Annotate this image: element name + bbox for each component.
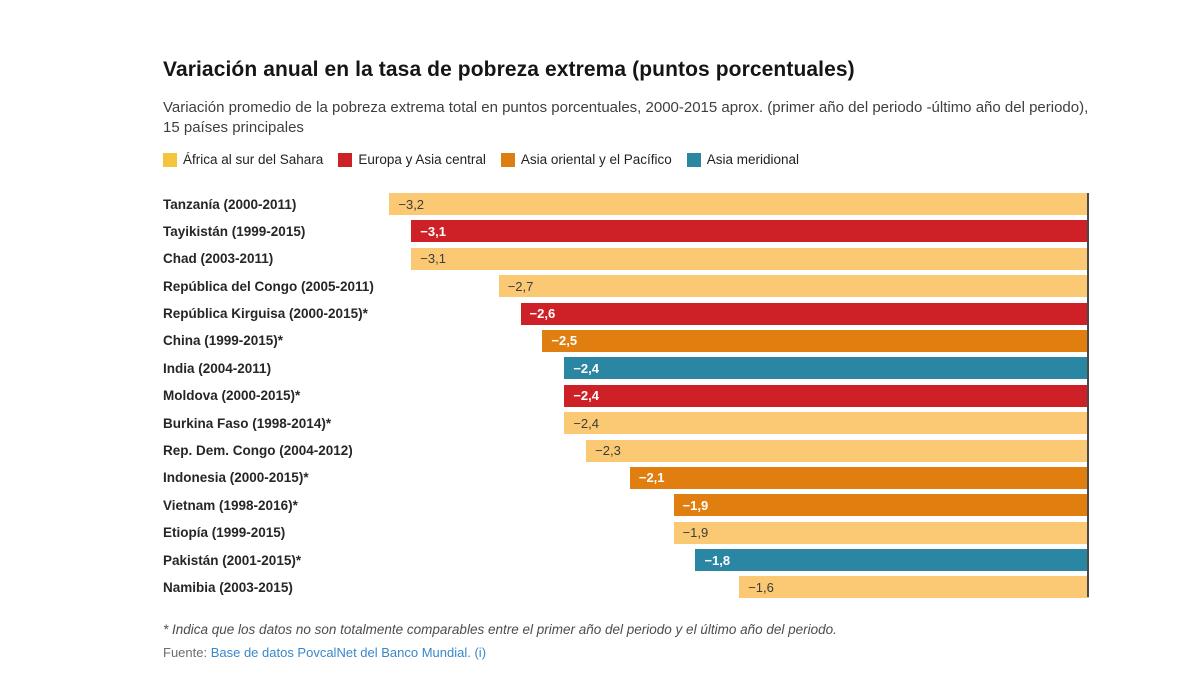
legend: África al sur del Sahara Europa y Asia ce… xyxy=(163,152,1089,168)
bar-row: Chad (2003-2011) −3,1 xyxy=(163,247,1089,270)
country-label: Pakistán (2001-2015)* xyxy=(163,552,302,568)
bar-area: −2,6 xyxy=(385,302,1089,325)
bar-row: República del Congo (2005-2011) −2,7 xyxy=(163,275,1089,298)
country-label: Burkina Faso (1998-2014)* xyxy=(163,415,332,431)
legend-label: Europa y Asia central xyxy=(358,152,486,167)
country-label: Vietnam (1998-2016)* xyxy=(163,497,298,513)
bar: −1,6 xyxy=(739,576,1089,599)
bar-area: −2,5 xyxy=(385,329,1089,352)
bar-area: −1,9 xyxy=(385,494,1089,517)
bar: −1,8 xyxy=(695,549,1089,572)
bar-area: −3,1 xyxy=(385,247,1089,270)
country-label: República del Congo (2005-2011) xyxy=(163,278,374,294)
bar-area: −2,1 xyxy=(385,466,1089,489)
chart-subtitle: Variación promedio de la pobreza extrema… xyxy=(163,99,1089,136)
legend-label: África al sur del Sahara xyxy=(183,152,324,167)
legend-swatch xyxy=(338,153,353,167)
bar-row: República Kirguisa (2000-2015)* −2,6 xyxy=(163,302,1089,325)
bar-value-label: −1,9 xyxy=(682,497,709,513)
chart-title: Variación anual en la tasa de pobreza ex… xyxy=(163,58,855,81)
country-label: Etiopía (1999-2015) xyxy=(163,525,286,541)
bar-row: China (1999-2015)* −2,5 xyxy=(163,329,1089,352)
bar-area: −3,1 xyxy=(385,220,1089,243)
bar-value-label: −1,8 xyxy=(704,552,731,568)
bar-value-label: −2,3 xyxy=(595,443,621,459)
bar-area: −1,9 xyxy=(385,521,1089,544)
bar-area: −2,3 xyxy=(385,439,1089,462)
legend-item: África al sur del Sahara xyxy=(163,152,323,168)
bar: −1,9 xyxy=(673,521,1089,544)
bar-row: Namibia (2003-2015) −1,6 xyxy=(163,576,1089,599)
bar-value-label: −2,4 xyxy=(573,360,599,376)
country-label: República Kirguisa (2000-2015)* xyxy=(163,306,368,322)
bar: −2,4 xyxy=(564,412,1089,435)
legend-swatch xyxy=(500,153,515,167)
bar: −2,1 xyxy=(629,466,1089,489)
bar: −2,5 xyxy=(542,329,1089,352)
bar-rows: Tanzanía (2000-2011) −3,2 Tayikistán (1999… xyxy=(163,193,1089,599)
bar-value-label: −2,1 xyxy=(638,470,665,486)
country-label: Rep. Dem. Congo (2004-2012) xyxy=(163,443,353,459)
bar-row: Pakistán (2001-2015)* −1,8 xyxy=(163,549,1089,572)
country-label: Chad (2003-2011) xyxy=(163,251,274,267)
country-label: Moldova (2000-2015)* xyxy=(163,388,301,404)
bar-row: Burkina Faso (1998-2014)* −2,4 xyxy=(163,412,1089,435)
bar-value-label: −2,5 xyxy=(551,333,578,349)
legend-label: Asia meridional xyxy=(706,152,800,167)
bar-chart: Tanzanía (2000-2011) −3,2 Tayikistán (1999… xyxy=(163,193,1089,599)
bar: −2,6 xyxy=(520,302,1089,325)
zero-axis-line xyxy=(1087,193,1089,598)
bar: −2,4 xyxy=(564,357,1089,380)
country-label: Indonesia (2000-2015)* xyxy=(163,470,309,486)
bar: −3,1 xyxy=(411,220,1089,243)
country-label: Namibia (2003-2015) xyxy=(163,579,293,595)
bar-row: Tayikistán (1999-2015) −3,1 xyxy=(163,220,1089,243)
bar-value-label: −3,1 xyxy=(420,223,446,239)
bar-area: −2,4 xyxy=(385,357,1089,380)
legend-item: Asia oriental y el Pacífico xyxy=(500,152,672,168)
bar-area: −1,8 xyxy=(385,549,1089,572)
bar-row: Moldova (2000-2015)* −2,4 xyxy=(163,384,1089,407)
bar-value-label: −1,9 xyxy=(682,525,709,541)
bar-area: −3,2 xyxy=(385,193,1089,215)
bar-area: −1,6 xyxy=(385,576,1089,599)
bar-value-label: −3,2 xyxy=(398,196,425,212)
bar: −1,9 xyxy=(673,494,1089,517)
bar: −3,2 xyxy=(389,193,1089,215)
bar-value-label: −2,4 xyxy=(573,415,599,431)
bar: −3,1 xyxy=(411,247,1089,270)
legend-label: Asia oriental y el Pacífico xyxy=(520,152,672,167)
bar: −2,7 xyxy=(498,275,1089,298)
bar: −2,3 xyxy=(586,439,1089,462)
bar-row: Etiopía (1999-2015) −1,9 xyxy=(163,521,1089,544)
bar-row: Indonesia (2000-2015)* −2,1 xyxy=(163,466,1089,489)
bar-area: −2,4 xyxy=(385,412,1089,435)
source-link[interactable]: Base de datos PovcalNet del Banco Mundia… xyxy=(210,645,487,661)
legend-swatch xyxy=(163,153,177,167)
legend-swatch xyxy=(686,153,701,167)
bar-row: Tanzanía (2000-2011) −3,2 xyxy=(163,193,1089,215)
source-line: Fuente: Base de datos PovcalNet del Banc… xyxy=(163,645,1089,660)
country-label: China (1999-2015)* xyxy=(163,333,284,349)
bar-area: −2,7 xyxy=(385,275,1089,298)
footnote: * Indica que los datos no son totalmente… xyxy=(163,622,837,638)
bar-row: Vietnam (1998-2016)* −1,9 xyxy=(163,494,1089,517)
bar-value-label: −2,7 xyxy=(507,278,534,294)
source-prefix: Fuente: xyxy=(163,645,211,661)
bar: −2,4 xyxy=(564,384,1089,407)
country-label: Tayikistán (1999-2015) xyxy=(163,223,306,239)
bar-value-label: −2,6 xyxy=(529,306,556,322)
bar-row: India (2004-2011) −2,4 xyxy=(163,357,1089,380)
country-label: Tanzanía (2000-2011) xyxy=(163,196,297,212)
chart-content: Variación anual en la tasa de pobreza ex… xyxy=(163,57,1089,660)
legend-item: Europa y Asia central xyxy=(338,152,486,168)
legend-item: Asia meridional xyxy=(686,152,800,168)
bar-row: Rep. Dem. Congo (2004-2012) −2,3 xyxy=(163,439,1089,462)
bar-value-label: −1,6 xyxy=(748,579,774,595)
country-label: India (2004-2011) xyxy=(163,360,272,376)
bar-value-label: −3,1 xyxy=(420,251,446,267)
bar-area: −2,4 xyxy=(385,384,1089,407)
bar-value-label: −2,4 xyxy=(573,388,599,404)
